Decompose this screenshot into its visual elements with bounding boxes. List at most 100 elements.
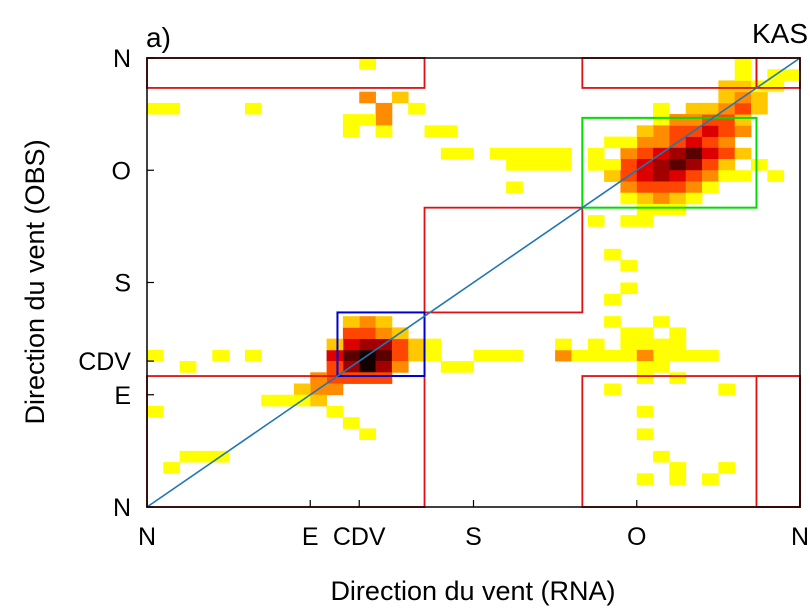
heatmap-cell — [636, 372, 654, 384]
heatmap-cell — [522, 147, 540, 160]
heatmap-cell — [506, 159, 523, 171]
heatmap-cell — [767, 170, 785, 182]
heatmap-cell — [767, 80, 785, 93]
heatmap-cell — [783, 69, 801, 81]
heatmap-cell — [179, 361, 197, 373]
x-tick-label: O — [627, 523, 646, 551]
heatmap-cell — [342, 125, 360, 137]
heatmap-cell — [685, 114, 703, 126]
heatmap-cell — [636, 136, 654, 149]
heatmap-cell — [734, 147, 752, 160]
heatmap-cell — [604, 316, 621, 328]
heatmap-cell — [342, 114, 360, 126]
heatmap-cell — [620, 282, 638, 295]
heatmap-cell — [718, 114, 736, 126]
diagonal-line — [146, 57, 801, 508]
heatmap-cell — [604, 170, 621, 182]
heatmap-cell — [587, 147, 605, 160]
heatmap-cell — [636, 192, 654, 205]
heatmap-cell — [163, 462, 181, 474]
heatmap-cell — [734, 125, 752, 137]
x-axis-label: Direction du vent (RNA) — [330, 576, 615, 606]
heatmap-cell — [718, 383, 736, 396]
heatmap-cell — [375, 114, 393, 126]
heatmap-cell — [718, 170, 736, 182]
x-tick-label: N — [791, 523, 809, 551]
heatmap-cell — [636, 147, 654, 160]
heatmap-cell — [391, 338, 409, 351]
heatmap-cell — [212, 349, 230, 362]
heatmap-cell — [636, 203, 654, 216]
heatmap-cell — [244, 102, 262, 115]
heatmap-cell — [604, 159, 621, 171]
heatmap-cell — [195, 450, 213, 463]
heatmap-cell — [408, 338, 425, 351]
heatmap-cell — [375, 327, 393, 340]
heatmap-cell — [342, 349, 360, 362]
heatmap-cell — [620, 327, 638, 340]
panel-label: a) — [146, 22, 171, 53]
heatmap-cell — [359, 114, 376, 126]
heatmap-cell — [702, 170, 719, 182]
heatmap-cell — [685, 170, 703, 182]
heatmap-cell — [734, 114, 752, 126]
heatmap-cell — [359, 428, 376, 441]
heatmap-cell — [620, 181, 638, 194]
heatmap-cell — [685, 159, 703, 171]
heatmap-cell — [163, 102, 181, 115]
y-tick-label: S — [114, 270, 131, 298]
heatmap-cell — [685, 349, 703, 362]
y-tick-label: E — [114, 382, 131, 410]
heatmap-cell — [751, 102, 768, 115]
heatmap-cell — [620, 215, 638, 227]
heatmap-cell — [653, 114, 670, 126]
x-tick-label: E — [302, 523, 319, 551]
heatmap-cell — [718, 80, 736, 93]
heatmap-cell — [620, 338, 638, 351]
heatmap-cell — [359, 58, 376, 70]
heatmap-cell — [620, 159, 638, 171]
heatmap-cell — [277, 394, 295, 407]
heatmap-cell — [587, 338, 605, 351]
heatmap-cell — [440, 147, 458, 160]
heatmap-cell — [620, 260, 638, 272]
heatmap-cell — [636, 338, 654, 351]
y-tick-label: N — [113, 45, 131, 73]
heatmap-cell — [718, 91, 736, 104]
heatmap-cell — [604, 136, 621, 149]
heatmap-cell — [375, 316, 393, 328]
heatmap-cell — [506, 147, 523, 160]
heatmap-cell — [685, 192, 703, 205]
heatmap-cell — [604, 383, 621, 396]
heatmap-cell — [636, 473, 654, 485]
heatmap-cell — [669, 125, 687, 137]
heatmap-cell — [669, 372, 687, 384]
heatmap-cell — [522, 159, 540, 171]
heatmap-cell — [261, 394, 278, 407]
heatmap-cell — [440, 361, 458, 373]
heatmap-cell — [702, 136, 719, 149]
heatmap-cell — [620, 147, 638, 160]
heatmap-cell — [359, 361, 376, 373]
heatmap-cell — [147, 349, 164, 362]
heatmap-cell — [636, 215, 654, 227]
heatmap-cell — [734, 102, 752, 115]
blue-region-box — [336, 311, 426, 378]
heatmap-cell — [326, 338, 344, 351]
heatmap-cell — [555, 349, 572, 362]
heatmap-cell — [669, 147, 687, 160]
heatmap-cell — [685, 136, 703, 149]
heatmap-cell — [653, 203, 670, 216]
heatmap-cell — [669, 473, 687, 485]
heatmap-cell — [604, 349, 621, 362]
x-tick-label: CDV — [333, 523, 386, 551]
heatmap-cell — [734, 58, 752, 70]
heatmap-cell — [424, 338, 442, 351]
heatmap-cell — [620, 136, 638, 149]
heatmap-cell — [718, 159, 736, 171]
heatmap-cell — [179, 450, 197, 463]
heatmap-cell — [506, 349, 523, 362]
heatmap-cell — [457, 361, 474, 373]
green-region-box — [581, 116, 758, 209]
